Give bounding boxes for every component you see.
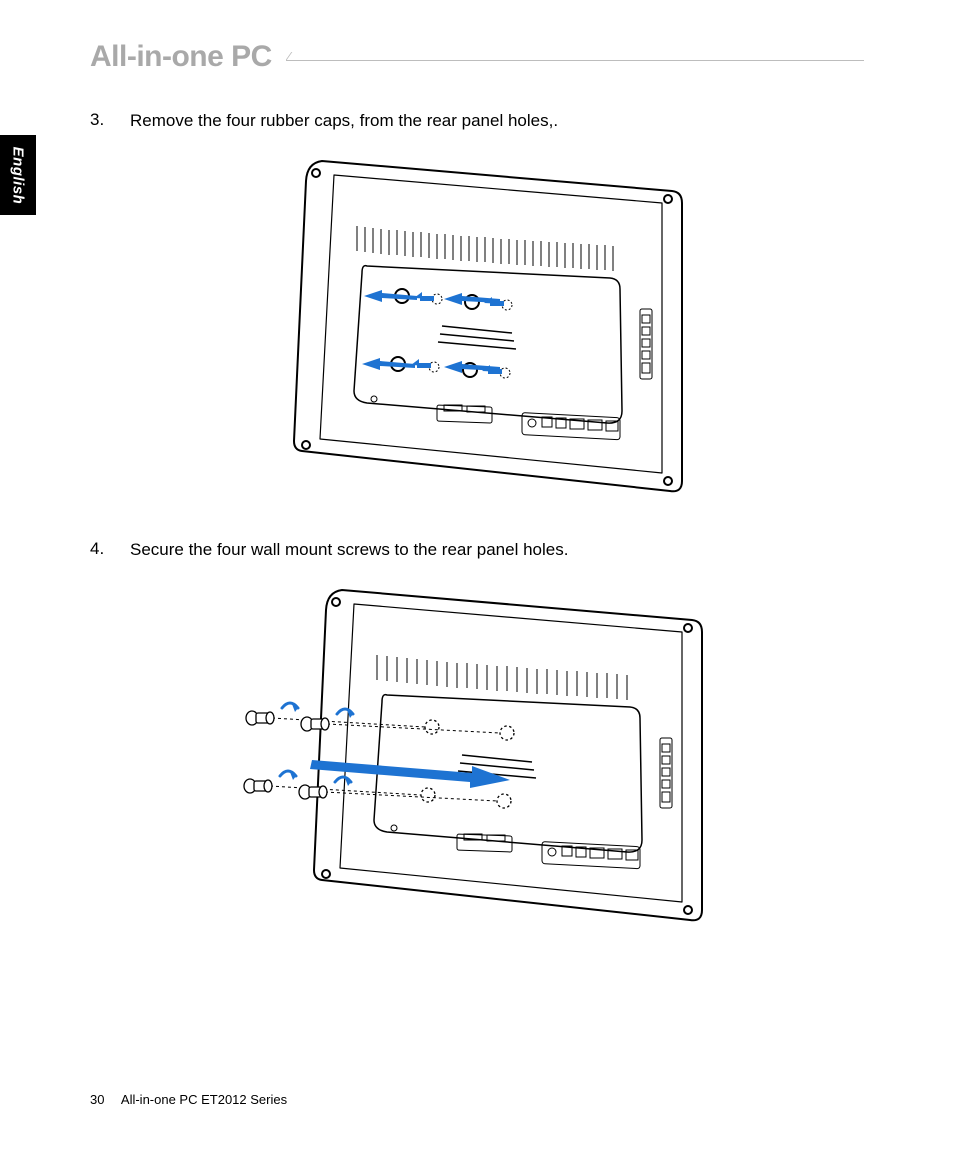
step-text: Secure the four wall mount screws to the… <box>130 539 568 562</box>
step-number: 3. <box>90 110 130 133</box>
rear-panel-illustration-2 <box>242 580 712 940</box>
step-number: 4. <box>90 539 130 562</box>
page-header: All-in-one PC <box>90 40 864 80</box>
language-tab-label: English <box>10 146 27 204</box>
page-title: All-in-one PC <box>90 40 286 74</box>
page-number: 30 <box>90 1092 118 1107</box>
diagram-secure-screws <box>90 580 864 940</box>
diagram-remove-caps <box>90 151 864 501</box>
step-text: Remove the four rubber caps, from the re… <box>130 110 558 133</box>
page: All-in-one PC English 3. Remove the four… <box>0 0 954 1155</box>
footer-product: All-in-one PC ET2012 Series <box>121 1092 287 1107</box>
step-3: 3. Remove the four rubber caps, from the… <box>90 110 864 133</box>
language-tab: English <box>0 135 36 215</box>
steps-list: 3. Remove the four rubber caps, from the… <box>90 110 864 940</box>
step-4: 4. Secure the four wall mount screws to … <box>90 539 864 562</box>
page-footer: 30 All-in-one PC ET2012 Series <box>90 1092 287 1107</box>
rear-panel-illustration-1 <box>262 151 692 501</box>
